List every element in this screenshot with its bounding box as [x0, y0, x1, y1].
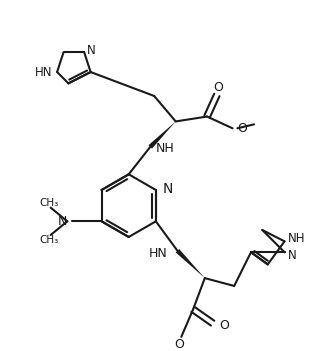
Text: N: N	[87, 44, 96, 57]
Text: CH₃: CH₃	[39, 198, 58, 208]
Text: CH₃: CH₃	[39, 235, 58, 245]
Text: NH: NH	[156, 143, 175, 155]
Text: O: O	[213, 81, 223, 94]
Text: HN: HN	[35, 66, 52, 79]
Polygon shape	[148, 121, 176, 148]
Text: O: O	[237, 122, 247, 135]
Text: N: N	[287, 249, 296, 261]
Text: N: N	[163, 182, 173, 196]
Text: O: O	[219, 319, 229, 332]
Text: N: N	[58, 215, 67, 228]
Text: O: O	[174, 338, 184, 351]
Text: NH: NH	[287, 232, 305, 245]
Polygon shape	[176, 249, 205, 278]
Text: HN: HN	[149, 247, 168, 260]
